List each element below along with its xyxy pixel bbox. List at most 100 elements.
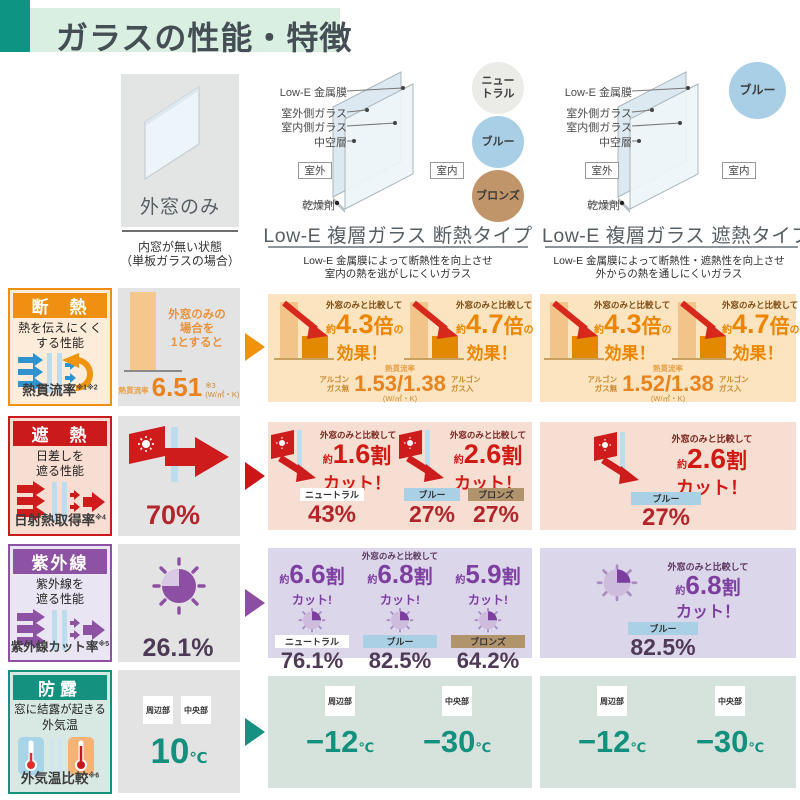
insulation-sub-2: する性能 — [35, 336, 84, 350]
insulation-panel-insul-type: 外窓のみと比較して 約4.3倍の 効果！ 外窓のみと比較して 約4.7倍の 効果… — [268, 294, 534, 403]
chip-neutral: ニュートラル — [275, 635, 349, 648]
pie-sun-icon — [386, 608, 414, 633]
effect-text-2: 外窓のみと比較して 約4.7倍の 効果！ — [722, 300, 800, 363]
baseline-u-value: 6.51 — [151, 372, 203, 402]
effect-block-1: 外窓のみと比較して 約4.3倍の 効果！ — [542, 298, 672, 366]
dew-panel-insul-type: 周辺部 −12℃ 中央部 −30℃ — [268, 676, 532, 788]
row-arrow-icon — [245, 589, 265, 617]
short-bar — [302, 336, 328, 358]
heat-flow-icon — [18, 353, 93, 393]
insulation-desc-1: Low-E 金属膜によって断熱性を向上させ — [303, 255, 493, 267]
argon-none-label: アルゴン ガス無 — [319, 374, 350, 393]
insulation-label-box: 断 熱 熱を伝えにくく する性能 熱貫流率※1※2 — [8, 288, 112, 406]
uv-block-neutral: 約6.6割 カット! ニュートラル 76.1% — [270, 561, 354, 673]
chip-bronze: ブロンズ — [451, 635, 525, 648]
chip-bronze: ブロンズ — [468, 488, 524, 501]
baseline-divider — [122, 230, 238, 232]
label-desiccant: 乾燥剤 — [302, 200, 335, 212]
dew-baseline-box: 周辺部 中央部 10℃ — [118, 670, 240, 793]
baseline-note-1: 内窓が無い状態 — [137, 240, 222, 254]
bar-axis — [672, 358, 732, 360]
uv-block-blue: 約6.8割 カット! ブルー 82.5% — [358, 561, 442, 673]
bronze-result: ブロンズ 27% — [468, 488, 524, 527]
effect-block-1: 外窓のみと比較して 約4.3倍の 効果！ — [272, 298, 404, 366]
tall-bar — [550, 302, 568, 358]
baseline-glass-box: 外窓のみ — [121, 74, 239, 227]
label-air-layer: 中空層 — [314, 137, 347, 149]
label-desiccant: 乾燥剤 — [587, 200, 620, 212]
uv-sub-1: 紫外線を — [35, 577, 84, 591]
sun-cut-icon — [399, 430, 444, 482]
dew-sub-1: 窓に結露が起きる — [14, 704, 106, 716]
swatch-neutral: ニュートラル — [472, 62, 524, 114]
inside-box: 室内 — [430, 162, 464, 179]
shield-glass-diagram — [592, 71, 699, 213]
row-arrow-icon — [245, 333, 265, 361]
center-temp: −30℃ — [422, 724, 492, 759]
uv-panel-insul-type: 外窓のみと比較して 約6.6割 カット! ニュートラル 76.1% 約6.8割 … — [268, 548, 532, 673]
cut-text: 外窓のみと比較して 約6.8割 カット！ — [667, 562, 749, 621]
outside-box: 室外 — [298, 162, 332, 179]
argon-filled-label: アルゴン ガス入 — [450, 374, 481, 393]
icon-text-row: 外窓のみと比較して 約2.6割 カット！ — [398, 428, 530, 493]
sun-through-glass-icon — [129, 426, 229, 482]
baseline-caption: 外窓のみの 場合を 1とすると — [168, 309, 226, 349]
center-temp: −30℃ — [695, 724, 765, 759]
dew-metric: 外気温比較※6 — [20, 771, 100, 786]
chip-blue: ブルー — [363, 635, 437, 648]
baseline-temp: 10℃ — [150, 732, 208, 771]
bar-axis — [404, 358, 464, 360]
bar-axis — [544, 358, 604, 360]
row-arrow-icon — [245, 462, 265, 490]
cut-block-1: 外窓のみと比較して 約1.6割 カット！ ニュートラル 43% — [270, 428, 396, 528]
tall-bar — [410, 302, 428, 358]
baseline-unit-block: ※3 (W/㎡・K) — [205, 381, 240, 399]
drop-arrow-icon — [412, 300, 458, 339]
chip-neutral: ニュートラル — [300, 488, 364, 501]
drop-arrow-icon — [680, 300, 726, 339]
u-value-center: 熱貫流率 1.52/1.38 (W/㎡・K) — [622, 364, 714, 403]
uv-panel-shield-type: 外窓のみと比較して 約6.8割 カット！ ブルー 82.5% — [540, 548, 796, 659]
chip-edge: 周辺部 — [597, 686, 627, 716]
label-inner-glass: 室内側ガラス — [566, 122, 632, 134]
short-bar — [432, 336, 458, 358]
u-value-strip: アルゴン ガス無 熱貫流率 1.53/1.38 (W/㎡・K) アルゴン ガス入 — [268, 364, 532, 403]
cut-block-2: 外窓のみと比較して 約2.6割 カット！ ブルー 27% ブロンズ 27% — [398, 428, 530, 528]
effect-text-1: 外窓のみと比較して 約4.3倍の 効果！ — [326, 300, 404, 363]
uv-baseline-box: 26.1% — [118, 544, 240, 662]
cut-text-2: 外窓のみと比較して 約2.6割 カット！ — [449, 430, 527, 493]
label-low-e-film: Low-E 金属膜 — [564, 87, 632, 99]
pct-bronze: 64.2% — [456, 648, 520, 673]
compare-note: 外窓のみと比較して — [361, 551, 439, 561]
tall-bar — [280, 302, 298, 358]
pct-bronze: 27% — [472, 501, 520, 527]
baseline-axis — [124, 370, 182, 372]
chip-row: ニュートラル — [270, 488, 394, 501]
pct-blue: 82.5% — [368, 648, 432, 673]
insulation-panel-shield-type: 外窓のみと比較して 約4.3倍の 効果！ 外窓のみと比較して 約4.7倍の 効果… — [540, 294, 800, 403]
uv-label-box: 紫外線 紫外線を 遮る性能 紫外線カット率※5 — [8, 544, 112, 662]
short-bar — [572, 336, 598, 358]
pct-blue: 27% — [408, 501, 456, 527]
pie-sun-icon — [298, 608, 326, 633]
insulation-sub-1: 熱を伝えにくく — [18, 321, 102, 335]
icon-text-row: 外窓のみと比較して 約1.6割 カット！ — [270, 428, 396, 493]
single-glass-icon — [144, 85, 200, 181]
chip-blue: ブルー — [404, 488, 460, 501]
insulation-title-divider — [268, 246, 528, 248]
effect-text-2: 外窓のみと比較して 約4.7倍の 効果！ — [456, 300, 534, 363]
shield-desc-2: 外からの熱を通しにくいガラス — [595, 268, 743, 280]
insulation-metric: 熱貫流率※1※2 — [22, 383, 98, 398]
chip-center: 中央部 — [442, 686, 472, 716]
shading-panel-shield-type: 外窓のみと比較して 約2.6割 カット！ ブルー 27% — [540, 422, 796, 531]
edge-temp: −12℃ — [577, 724, 647, 759]
argon-filled-label: アルゴン ガス入 — [718, 374, 749, 393]
chip-row: ブルー 27% ブロンズ 27% — [398, 488, 530, 527]
drop-arrow-icon — [552, 300, 598, 339]
thermometer-icon — [18, 737, 94, 775]
label-outer-glass: 室外側ガラス — [566, 108, 632, 120]
baseline-uv-value: 26.1% — [142, 634, 214, 662]
uv-block-bronze: 約5.9割 カット! ブロンズ 64.2% — [446, 561, 530, 673]
shading-metric: 日射熱取得率※4 — [14, 513, 106, 528]
insulation-row-title: 断 熱 — [13, 293, 107, 318]
